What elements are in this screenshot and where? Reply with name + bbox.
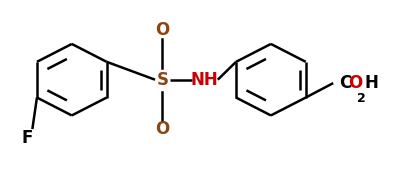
Text: C: C [339, 74, 352, 92]
Text: S: S [156, 71, 168, 89]
Text: NH: NH [191, 71, 218, 89]
Text: O: O [155, 120, 169, 138]
Text: O: O [348, 74, 362, 92]
Text: O: O [155, 21, 169, 39]
Text: H: H [364, 74, 378, 92]
Text: F: F [22, 129, 33, 147]
Text: 2: 2 [357, 92, 366, 105]
